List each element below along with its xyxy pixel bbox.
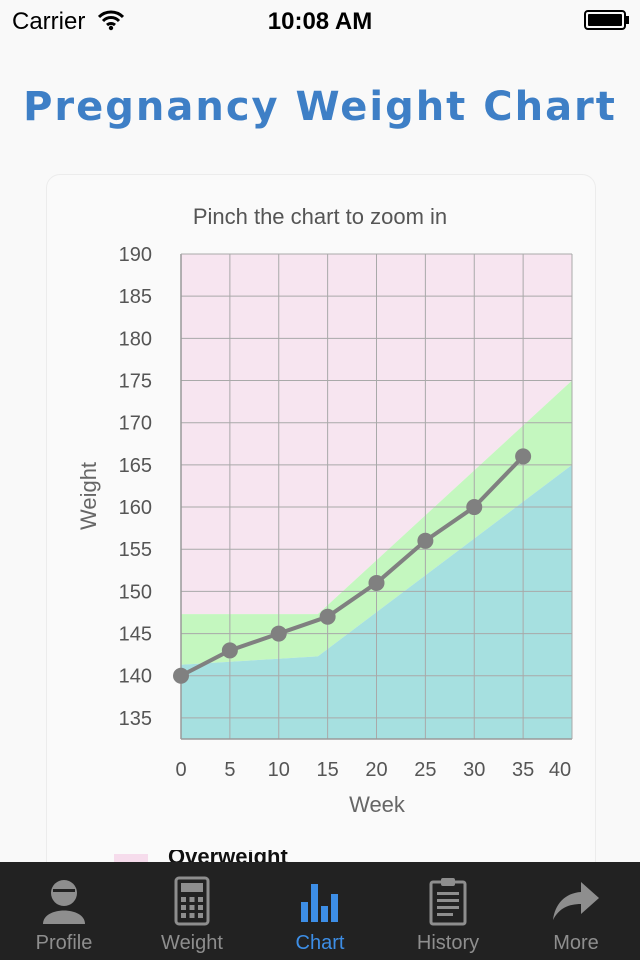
x-tick-label: 5 xyxy=(224,759,235,781)
tab-label: Chart xyxy=(295,932,345,954)
y-tick-label: 175 xyxy=(119,371,152,393)
y-tick-label: 140 xyxy=(119,666,152,688)
x-tick-label: 25 xyxy=(414,759,436,781)
tab-bar: Profile Weight Chart xyxy=(0,862,640,960)
y-tick-label: 155 xyxy=(119,539,152,561)
y-tick-label: 180 xyxy=(119,328,152,350)
y-axis-title: Weight xyxy=(76,462,101,530)
y-tick-label: 145 xyxy=(119,624,152,646)
x-axis-title: Week xyxy=(349,792,406,817)
x-tick-label: 0 xyxy=(175,759,186,781)
x-tick-label: 15 xyxy=(317,759,339,781)
legend-label-overweight: Overweight xyxy=(168,850,288,864)
tab-more[interactable]: More xyxy=(512,862,640,960)
x-tick-label: 40 xyxy=(549,759,571,781)
x-tick-label: 20 xyxy=(365,759,387,781)
data-point xyxy=(221,642,238,659)
data-point xyxy=(466,499,483,516)
share-arrow-icon xyxy=(553,882,599,920)
profile-icon xyxy=(43,880,85,924)
tab-history[interactable]: History xyxy=(384,862,512,960)
bar-chart-icon xyxy=(301,884,338,922)
clipboard-icon xyxy=(429,878,467,926)
x-tick-label: 10 xyxy=(268,759,290,781)
carrier-label: Carrier xyxy=(12,8,86,35)
data-point xyxy=(319,608,336,625)
tab-weight[interactable]: Weight xyxy=(128,862,256,960)
legend-swatch-overweight xyxy=(114,854,148,864)
status-bar: Carrier 10:08 AM xyxy=(0,0,640,40)
series-line xyxy=(180,455,525,678)
data-point xyxy=(270,625,287,642)
y-tick-label: 170 xyxy=(119,413,152,435)
tab-profile[interactable]: Profile xyxy=(0,862,128,960)
calculator-icon xyxy=(174,876,210,926)
x-tick-label: 35 xyxy=(512,759,534,781)
tab-label: History xyxy=(416,932,480,954)
y-tick-label: 150 xyxy=(119,581,152,603)
tab-label: More xyxy=(553,932,599,954)
wifi-icon xyxy=(98,10,124,31)
clock: 10:08 AM xyxy=(267,8,373,35)
page-title: Pregnancy Weight Chart xyxy=(23,84,617,130)
data-point xyxy=(173,667,189,684)
data-point xyxy=(368,574,385,591)
tab-chart[interactable]: Chart xyxy=(256,862,384,960)
weight-chart[interactable]: 135 140 145 150 155 160 165 170 175 180 185 190 0 5 10… xyxy=(0,0,640,860)
y-tick-label: 135 xyxy=(119,708,152,730)
data-point xyxy=(417,532,434,549)
y-tick-label: 190 xyxy=(119,244,152,266)
zoom-hint: Pinch the chart to zoom in xyxy=(192,204,448,229)
y-tick-label: 160 xyxy=(119,497,152,519)
y-tick-label: 165 xyxy=(119,455,152,477)
x-tick-label: 30 xyxy=(463,759,485,781)
tab-label: Weight xyxy=(161,932,223,954)
tab-label: Profile xyxy=(35,932,93,954)
y-tick-label: 185 xyxy=(119,286,152,308)
data-point xyxy=(515,448,532,465)
battery-icon xyxy=(584,10,629,30)
